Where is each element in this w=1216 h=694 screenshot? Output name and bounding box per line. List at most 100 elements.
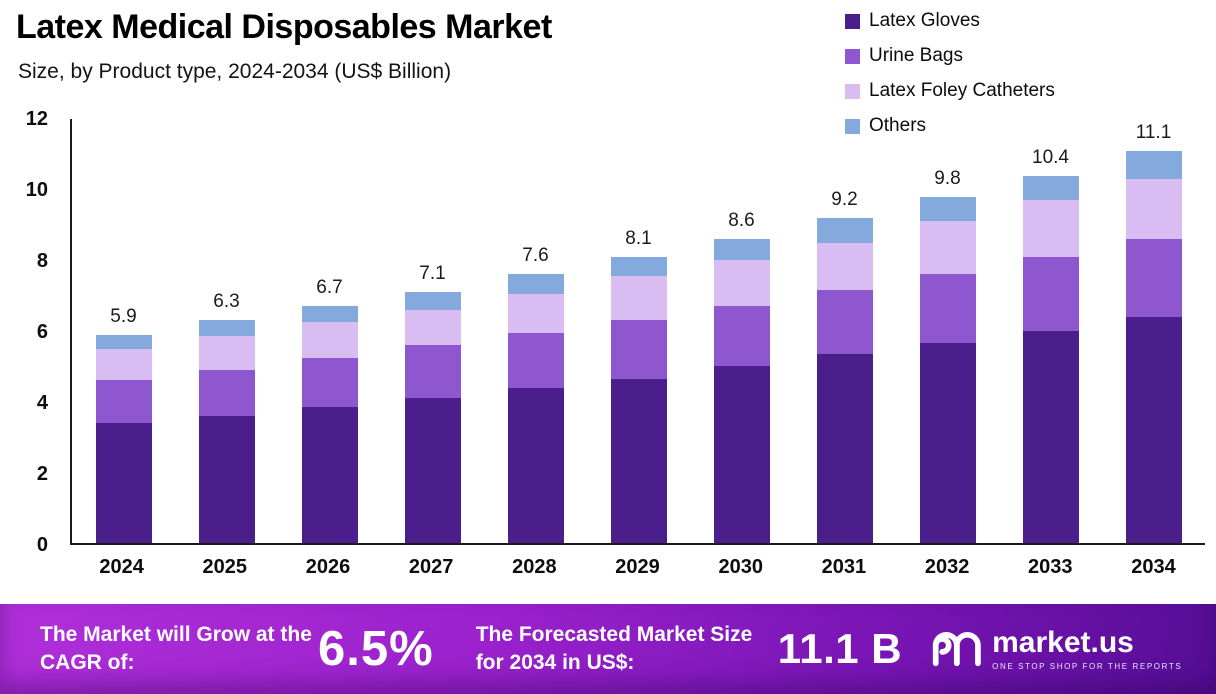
bar-stack [919, 196, 976, 543]
forecast-label: The Forecasted Market Size for 2034 in U… [475, 623, 753, 674]
bar-group-2032: 9.8 [896, 119, 999, 543]
cagr-label: The Market will Grow at the CAGR of: [40, 623, 312, 674]
bars-container: 5.9 6.3 6.7 7.1 7.6 8.1 8.6 9.2 9.8 10.4 11.1 [72, 119, 1205, 543]
bar-total-label: 6.3 [213, 291, 240, 313]
x-axis-label: 2029 [615, 556, 660, 578]
legend-swatch [845, 83, 860, 99]
x-axis-label: 2028 [512, 556, 557, 578]
bar-stack [95, 334, 152, 543]
bar-segment-latex-gloves [1022, 330, 1079, 543]
bar-segment-urine-bags [919, 274, 976, 344]
bar-stack [816, 217, 873, 543]
bar-segment-others [1022, 175, 1079, 201]
bar-segment-others [1125, 150, 1182, 180]
bar-segment-urine-bags [1022, 256, 1079, 331]
bar-segment-urine-bags [301, 357, 358, 407]
bar-segment-urine-bags [610, 320, 667, 379]
bar-group-2028: 7.6 [484, 119, 587, 543]
y-axis-tick-label: 0 [36, 534, 48, 556]
bar-segment-latex-foley-catheters [507, 293, 564, 333]
y-axis-tick-label: 10 [25, 179, 48, 201]
bar-segment-urine-bags [713, 306, 770, 367]
chart-legend: Latex Gloves Urine Bags Latex Foley Cathet… [845, 10, 1055, 137]
legend-swatch [845, 48, 860, 64]
bar-segment-latex-gloves [404, 398, 461, 543]
bar-stack [1125, 150, 1182, 543]
forecast-value: 11.1 B [777, 625, 903, 672]
legend-label: Latex Gloves [869, 10, 980, 31]
y-axis: 0 2 4 6 8 10 12 [0, 109, 48, 555]
legend-label: Latex Foley Catheters [869, 80, 1055, 101]
bar-stack [198, 320, 255, 543]
bar-total-label: 10.4 [1032, 146, 1069, 168]
x-axis-label: 2030 [718, 556, 763, 578]
bar-group-2034: 11.1 [1102, 119, 1205, 543]
legend-item-others: Others [845, 115, 1055, 137]
legend-item-urine-bags: Urine Bags [845, 45, 1055, 67]
bar-segment-latex-foley-catheters [1125, 179, 1182, 240]
cagr-value: 6.5% [318, 622, 434, 676]
bar-segment-others [816, 217, 873, 243]
bar-segment-latex-gloves [1125, 316, 1182, 543]
x-axis-label: 2027 [408, 556, 454, 578]
x-axis-label: 2024 [99, 556, 144, 578]
bar-stack [713, 239, 770, 543]
bar-segment-latex-gloves [713, 366, 770, 543]
bar-segment-latex-gloves [95, 422, 152, 543]
bar-segment-others [301, 306, 358, 323]
bar-total-label: 7.1 [419, 263, 446, 285]
brand-name: market.us [992, 625, 1134, 659]
bar-segment-urine-bags [95, 380, 152, 423]
y-axis-tick-label: 2 [36, 463, 48, 486]
bar-segment-others [404, 292, 461, 310]
bar-segment-others [610, 256, 667, 277]
bar-segment-latex-gloves [507, 387, 564, 543]
bar-group-2030: 8.6 [690, 119, 793, 543]
bar-segment-latex-gloves [198, 415, 255, 543]
legend-label: Urine Bags [869, 45, 963, 66]
bar-segment-latex-foley-catheters [404, 309, 461, 346]
bar-segment-others [95, 334, 152, 349]
x-axis-label: 2033 [1028, 556, 1073, 578]
market-us-logo-icon [930, 627, 982, 672]
footer-banner: The Market will Grow at the CAGR of: 6.5… [0, 604, 1216, 694]
bar-stack [301, 306, 358, 543]
bar-segment-others [198, 320, 255, 337]
bar-segment-urine-bags [1125, 239, 1182, 317]
bar-total-label: 6.7 [316, 277, 343, 299]
bar-segment-latex-foley-catheters [95, 348, 152, 381]
bar-group-2025: 6.3 [175, 119, 278, 543]
bar-stack [1022, 175, 1079, 543]
bar-segment-others [507, 274, 564, 294]
legend-label: Others [869, 115, 927, 136]
bar-group-2033: 10.4 [999, 119, 1102, 543]
bar-segment-latex-gloves [919, 343, 976, 543]
bar-segment-latex-gloves [301, 406, 358, 543]
bar-group-2029: 8.1 [587, 119, 690, 543]
bar-segment-latex-foley-catheters [1022, 200, 1079, 257]
bar-segment-latex-foley-catheters [301, 322, 358, 358]
bar-stack [610, 256, 667, 543]
bar-group-2031: 9.2 [793, 119, 896, 543]
y-axis-tick-label: 4 [36, 392, 48, 415]
bar-segment-urine-bags [507, 332, 564, 388]
bar-total-label: 11.1 [1135, 121, 1172, 143]
bar-total-label: 9.8 [934, 167, 961, 189]
bar-segment-urine-bags [198, 369, 255, 416]
bar-segment-latex-foley-catheters [198, 336, 255, 370]
page-title: Latex Medical Disposables Market [16, 8, 552, 46]
x-axis-label: 2031 [821, 556, 867, 578]
bar-segment-latex-foley-catheters [919, 221, 976, 275]
bar-total-label: 9.2 [831, 188, 858, 210]
x-axis-label: 2026 [305, 556, 351, 578]
bar-group-2027: 7.1 [381, 119, 484, 543]
bar-segment-urine-bags [816, 290, 873, 354]
x-axis-label: 2034 [1131, 556, 1176, 578]
bar-total-label: 8.1 [625, 227, 652, 249]
bar-total-label: 5.9 [110, 305, 137, 327]
bar-segment-latex-foley-catheters [610, 276, 667, 321]
bar-segment-urine-bags [404, 345, 461, 399]
bar-group-2024: 5.9 [72, 119, 175, 543]
y-axis-tick-label: 8 [36, 250, 48, 273]
bar-stack [404, 292, 461, 543]
